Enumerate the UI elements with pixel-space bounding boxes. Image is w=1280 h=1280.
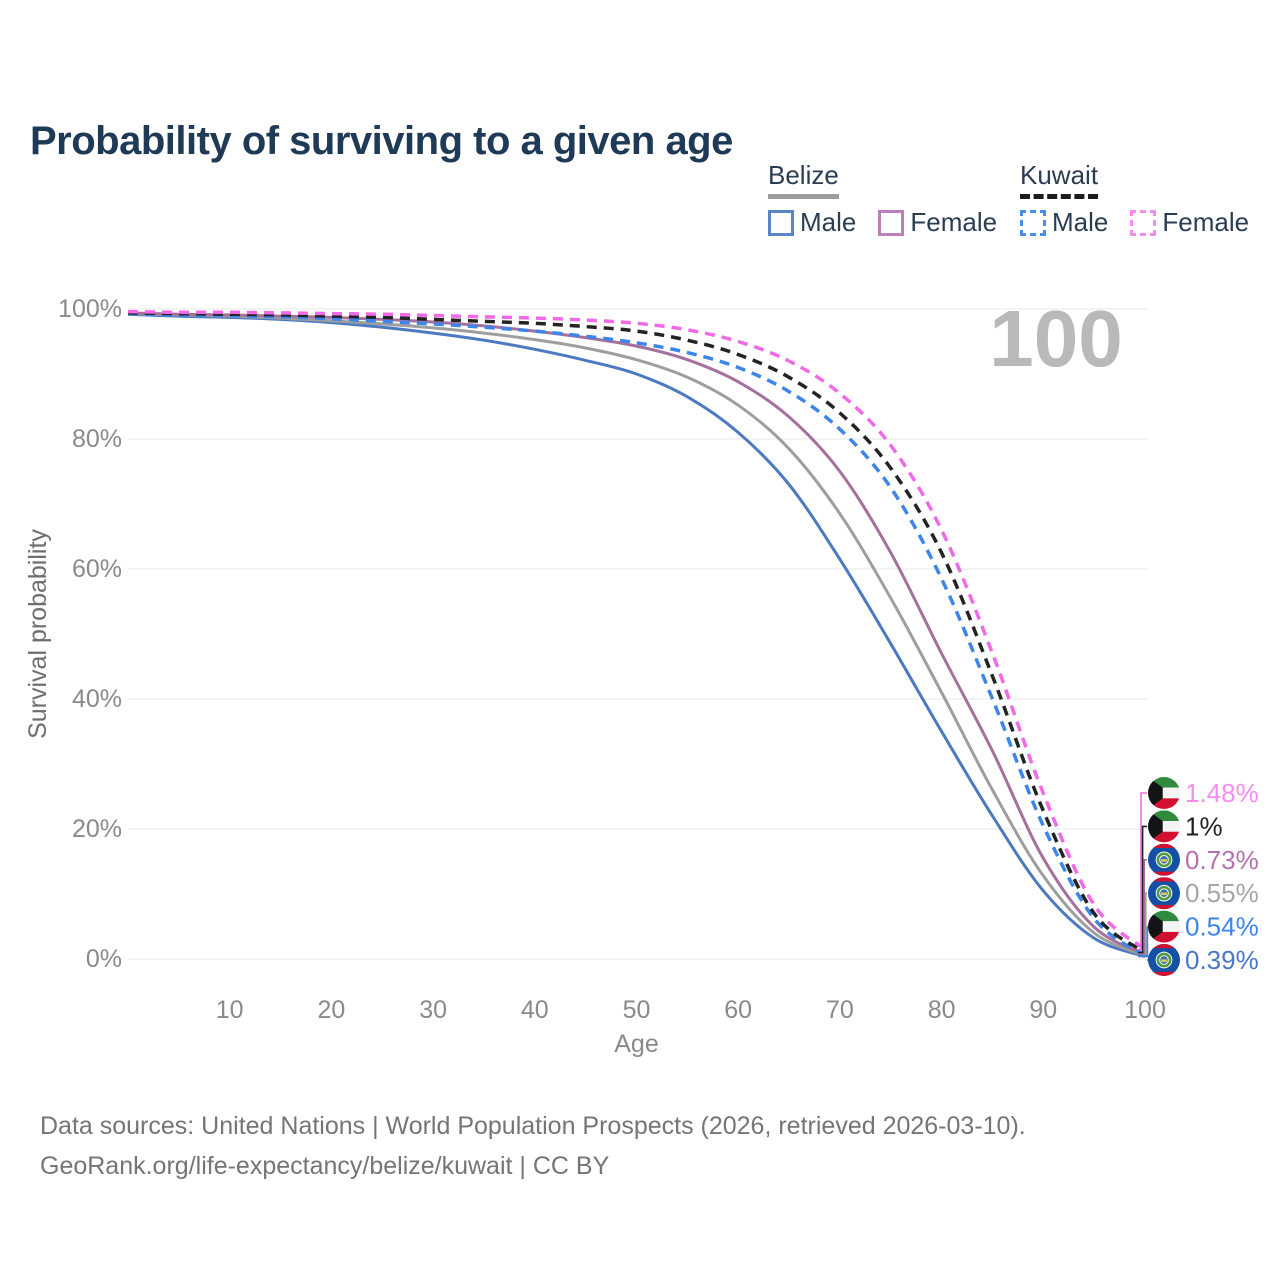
legend-header-kuwait[interactable]: Kuwait [1020,160,1099,199]
legend-items-belize: Male Female [768,207,997,238]
y-axis-title: Survival probability [24,529,52,739]
data-sources-footer: Data sources: United Nations | World Pop… [40,1106,1026,1186]
belize-male-swatch-icon [768,209,794,236]
end-label-belize-073[interactable]: 0.73% [1148,843,1259,876]
end-label-value: 1.48% [1185,778,1259,808]
footer-line-sources: Data sources: United Nations | World Pop… [40,1112,1026,1140]
legend-item-label: Male [1052,207,1109,237]
y-tick-label: 0% [86,945,122,973]
end-label-connector [1138,792,1147,951]
age-indicator-watermark: 100 [989,294,1122,383]
x-tick-label: 100 [1124,996,1166,1024]
series-line-kuwait-male[interactable] [127,311,1147,957]
legend-item-kuwait-male[interactable]: Male [1020,207,1108,238]
legend-group-belize: Belize Male Female [768,160,997,238]
x-tick-label: 80 [928,996,956,1024]
y-tick-label: 60% [72,555,122,583]
x-tick-label: 70 [826,996,854,1024]
kuwait-male-swatch-icon [1020,209,1046,236]
y-tick-label: 20% [72,815,122,843]
x-tick-label: 60 [724,996,752,1024]
end-label-connector [1138,925,1149,957]
series-line-belize-male[interactable] [127,312,1146,958]
footer-line-attribution[interactable]: GeoRank.org/life-expectancy/belize/kuwai… [40,1152,610,1180]
legend-item-belize-female[interactable]: Female [878,207,997,238]
series-line-belize-female[interactable] [127,311,1146,956]
kuwait-female-swatch-icon [1130,209,1157,236]
y-tick-label: 80% [72,425,122,453]
end-label-value: 1% [1185,811,1223,841]
end-label-belize-055[interactable]: 0.55% [1148,877,1259,910]
legend-item-label: Male [800,207,857,237]
x-tick-label: 90 [1029,996,1057,1024]
x-tick-label: 40 [521,996,549,1024]
belize-flag-icon [1148,944,1180,976]
end-label-value: 0.73% [1185,845,1259,875]
end-label-kuwait-1[interactable]: 1% [1148,810,1223,843]
kuwait-flag-icon [1148,910,1180,943]
end-label-value: 0.54% [1185,912,1259,942]
legend-item-kuwait-female[interactable]: Female [1130,207,1249,238]
kuwait-flag-icon [1148,810,1180,843]
kuwait-flag-icon [1148,777,1180,809]
x-tick-label: 20 [317,996,345,1024]
end-label-kuwait-054[interactable]: 0.54% [1148,910,1259,943]
legend-item-belize-male[interactable]: Male [768,207,856,238]
end-label-connector [1138,859,1147,956]
end-label-value: 0.55% [1185,878,1259,908]
series-line-belize-both[interactable] [127,312,1146,957]
legend-header-belize[interactable]: Belize [768,160,839,199]
end-label-connector [1138,825,1147,954]
legend-item-label: Female [910,207,998,237]
series-line-kuwait-both[interactable] [127,311,1147,954]
belize-flag-icon [1148,843,1180,876]
x-axis-title: Age [614,1030,658,1058]
y-tick-label: 40% [72,685,122,713]
x-tick-label: 10 [216,996,244,1024]
end-label-kuwait-148[interactable]: 1.48% [1148,777,1259,809]
legend-item-label: Female [1162,207,1250,237]
legend-items-kuwait: Male Female [1020,207,1249,238]
series-line-kuwait-female[interactable] [127,309,1147,951]
x-tick-label: 50 [623,996,651,1024]
y-tick-label: 100% [58,295,122,323]
end-label-value: 0.39% [1185,945,1259,975]
legend-group-kuwait: Kuwait Male Female [1020,160,1249,238]
belize-female-swatch-icon [878,209,905,236]
belize-flag-icon [1148,877,1180,910]
end-label-belize-039[interactable]: 0.39% [1148,944,1259,976]
page-title: Probability of surviving to a given age [30,118,733,163]
x-tick-label: 30 [419,996,447,1024]
